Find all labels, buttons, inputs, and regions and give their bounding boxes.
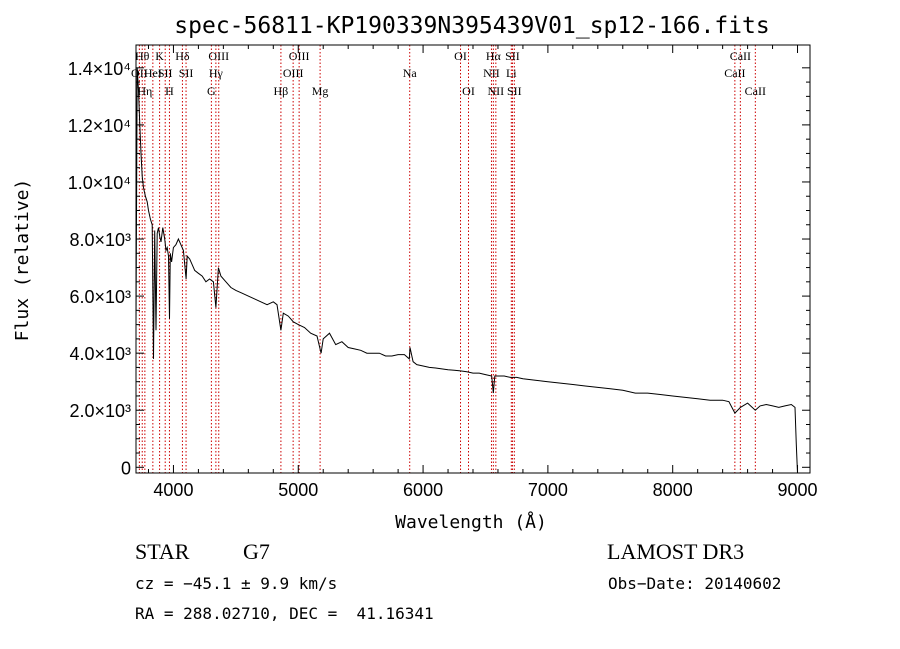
- line-label-27: CaII: [745, 84, 766, 98]
- x-tick-label-4: 8000: [653, 480, 693, 500]
- redshift-cz: cz = −45.1 ± 9.9 km/s: [135, 574, 338, 593]
- x-tick-label-5: 9000: [777, 480, 817, 500]
- x-tick-label-0: 4000: [153, 480, 193, 500]
- y-tick-label-5: 1.0×10⁴: [68, 173, 131, 193]
- line-label-7: Hδ: [175, 49, 190, 63]
- line-markers: [138, 45, 756, 473]
- line-labels: OIIHθHηHeIKSIIHHδSIIGHγOIIIHβOIIIOIIIMgN…: [131, 49, 766, 98]
- line-label-15: Mg: [312, 84, 329, 98]
- chart-title: spec-56811-KP190339N395439V01_sp12-166.f…: [174, 13, 769, 39]
- line-label-5: SII: [158, 66, 173, 80]
- y-tick-label-6: 1.2×10⁴: [68, 116, 131, 136]
- line-label-3: HeI: [144, 66, 162, 80]
- line-label-11: OIII: [208, 49, 229, 63]
- line-label-14: OIII: [289, 49, 310, 63]
- line-label-10: Hγ: [209, 66, 224, 80]
- line-label-9: G: [207, 84, 216, 98]
- line-label-12: Hβ: [274, 84, 289, 98]
- line-label-1: Hθ: [135, 49, 150, 63]
- observation-date: Obs−Date: 20140602: [608, 574, 782, 593]
- y-tick-label-1: 2.0×10³: [69, 401, 131, 421]
- line-label-20: Hα: [486, 49, 502, 63]
- plot-frame: [135, 44, 811, 474]
- line-label-13: OIII: [283, 66, 304, 80]
- y-tick-label-2: 4.0×10³: [69, 344, 131, 364]
- x-tick-label-1: 5000: [278, 480, 318, 500]
- line-label-4: K: [155, 49, 164, 63]
- x-tick-label-2: 6000: [403, 480, 443, 500]
- object-subclass: G7: [243, 539, 270, 564]
- spectrum-chart: spec-56811-KP190339N395439V01_sp12-166.f…: [12, 13, 818, 533]
- line-label-24: SII: [507, 84, 522, 98]
- line-label-8: SII: [179, 66, 194, 80]
- line-label-18: OI: [462, 84, 475, 98]
- y-tick-label-3: 6.0×10³: [69, 287, 131, 307]
- coordinates: RA = 288.02710, DEC = 41.16341: [135, 604, 434, 623]
- spectrum-line: [135, 67, 798, 474]
- line-label-23: SII: [505, 49, 520, 63]
- line-label-0: OII: [131, 66, 148, 80]
- y-tick-label-4: 8.0×10³: [69, 230, 131, 250]
- line-label-17: OI: [454, 49, 467, 63]
- y-axis: 0 2.0×10³ 4.0×10³ 6.0×10³ 8.0×10³ 1.0×10⁴ 1.2×…: [68, 59, 810, 478]
- x-axis-label: Wavelength (Å): [395, 511, 547, 533]
- x-tick-label-3: 7000: [528, 480, 568, 500]
- y-tick-label-7: 1.4×10⁴: [68, 59, 131, 79]
- survey-name: LAMOST DR3: [607, 539, 745, 564]
- line-label-25: CaII: [724, 66, 745, 80]
- line-label-2: Hη: [137, 84, 152, 98]
- line-label-26: CaII: [730, 49, 751, 63]
- line-label-16: Na: [403, 66, 418, 80]
- line-label-21: NII: [488, 84, 505, 98]
- y-axis-label: Flux (relative): [12, 179, 33, 342]
- object-class: STAR: [135, 539, 190, 564]
- line-label-19: NII: [483, 66, 500, 80]
- line-label-6: H: [165, 84, 174, 98]
- x-axis: 4000 5000 6000 7000 8000 9000: [147, 45, 818, 500]
- y-tick-label-0: 0: [121, 458, 131, 478]
- line-label-22: Li: [506, 66, 517, 80]
